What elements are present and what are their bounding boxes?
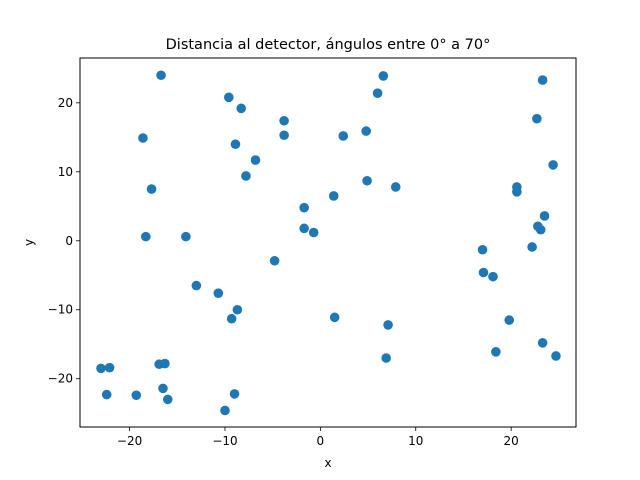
scatter-point <box>527 242 537 252</box>
x-tick-label: 20 <box>503 434 518 448</box>
data-points <box>96 70 561 416</box>
scatter-point <box>383 320 393 330</box>
scatter-point <box>160 358 170 369</box>
scatter-point <box>537 75 548 85</box>
scatter-point <box>551 351 561 361</box>
scatter-point <box>390 182 401 192</box>
scatter-point <box>181 231 191 242</box>
scatter-point <box>236 103 246 114</box>
scatter-point <box>372 88 383 98</box>
scatter-point <box>329 312 340 323</box>
axis-ticks: −20 −10 0 10 20 −20 −10 0 10 20 <box>48 96 519 448</box>
scatter-point <box>141 231 151 242</box>
plot-frame <box>79 57 577 428</box>
scatter-point <box>229 389 240 399</box>
y-tick-label: 10 <box>58 165 73 179</box>
scatter-point <box>299 223 309 234</box>
x-tick-label: 10 <box>408 434 423 448</box>
scatter-point <box>96 363 106 374</box>
scatter-point <box>512 187 522 197</box>
scatter-point <box>162 394 173 405</box>
scatter-point <box>156 70 166 81</box>
scatter-point <box>539 211 550 221</box>
y-tick-label: 0 <box>65 234 73 248</box>
scatter-point <box>279 130 289 141</box>
scatter-point <box>491 347 501 357</box>
scatter-point <box>478 267 489 278</box>
y-axis-label: y <box>22 239 36 246</box>
scatter-point <box>158 383 168 394</box>
scatter-point <box>362 175 372 186</box>
scatter-point <box>378 71 389 81</box>
scatter-point <box>279 115 289 126</box>
chart-title: Distancia al detector, ángulos entre 0° … <box>166 37 491 53</box>
scatter-point <box>537 338 548 348</box>
scatter-point <box>381 353 391 363</box>
scatter-point <box>361 126 371 136</box>
x-tick-label: −20 <box>117 434 142 448</box>
scatter-point <box>146 184 157 194</box>
scatter-point <box>250 155 261 165</box>
y-tick-label: 20 <box>58 96 73 110</box>
x-tick-label: −10 <box>212 434 237 448</box>
scatter-point <box>308 227 319 238</box>
scatter-point <box>299 202 309 213</box>
scatter-point <box>328 191 339 201</box>
scatter-point <box>224 92 234 103</box>
scatter-point <box>269 255 280 266</box>
x-axis-label: x <box>324 456 331 470</box>
x-tick-label: 0 <box>317 434 325 448</box>
scatter-point <box>504 315 515 325</box>
scatter-point <box>548 160 558 170</box>
scatter-point <box>535 224 546 235</box>
scatter-point <box>477 244 488 255</box>
scatter-point <box>226 313 237 324</box>
y-tick-label: −10 <box>48 303 73 317</box>
scatter-point <box>131 390 142 401</box>
scatter-point <box>191 280 202 291</box>
scatter-point <box>232 304 243 315</box>
scatter-point <box>101 389 112 400</box>
scatter-point <box>488 271 498 282</box>
y-tick-label: −20 <box>48 372 73 386</box>
scatter-point <box>241 171 251 181</box>
scatter-point <box>230 139 241 150</box>
scatter-point <box>104 362 115 373</box>
scatter-point <box>220 405 230 416</box>
scatter-point <box>532 113 542 124</box>
scatter-point <box>138 133 148 143</box>
scatter-point <box>338 131 349 141</box>
scatter-point <box>213 288 224 298</box>
